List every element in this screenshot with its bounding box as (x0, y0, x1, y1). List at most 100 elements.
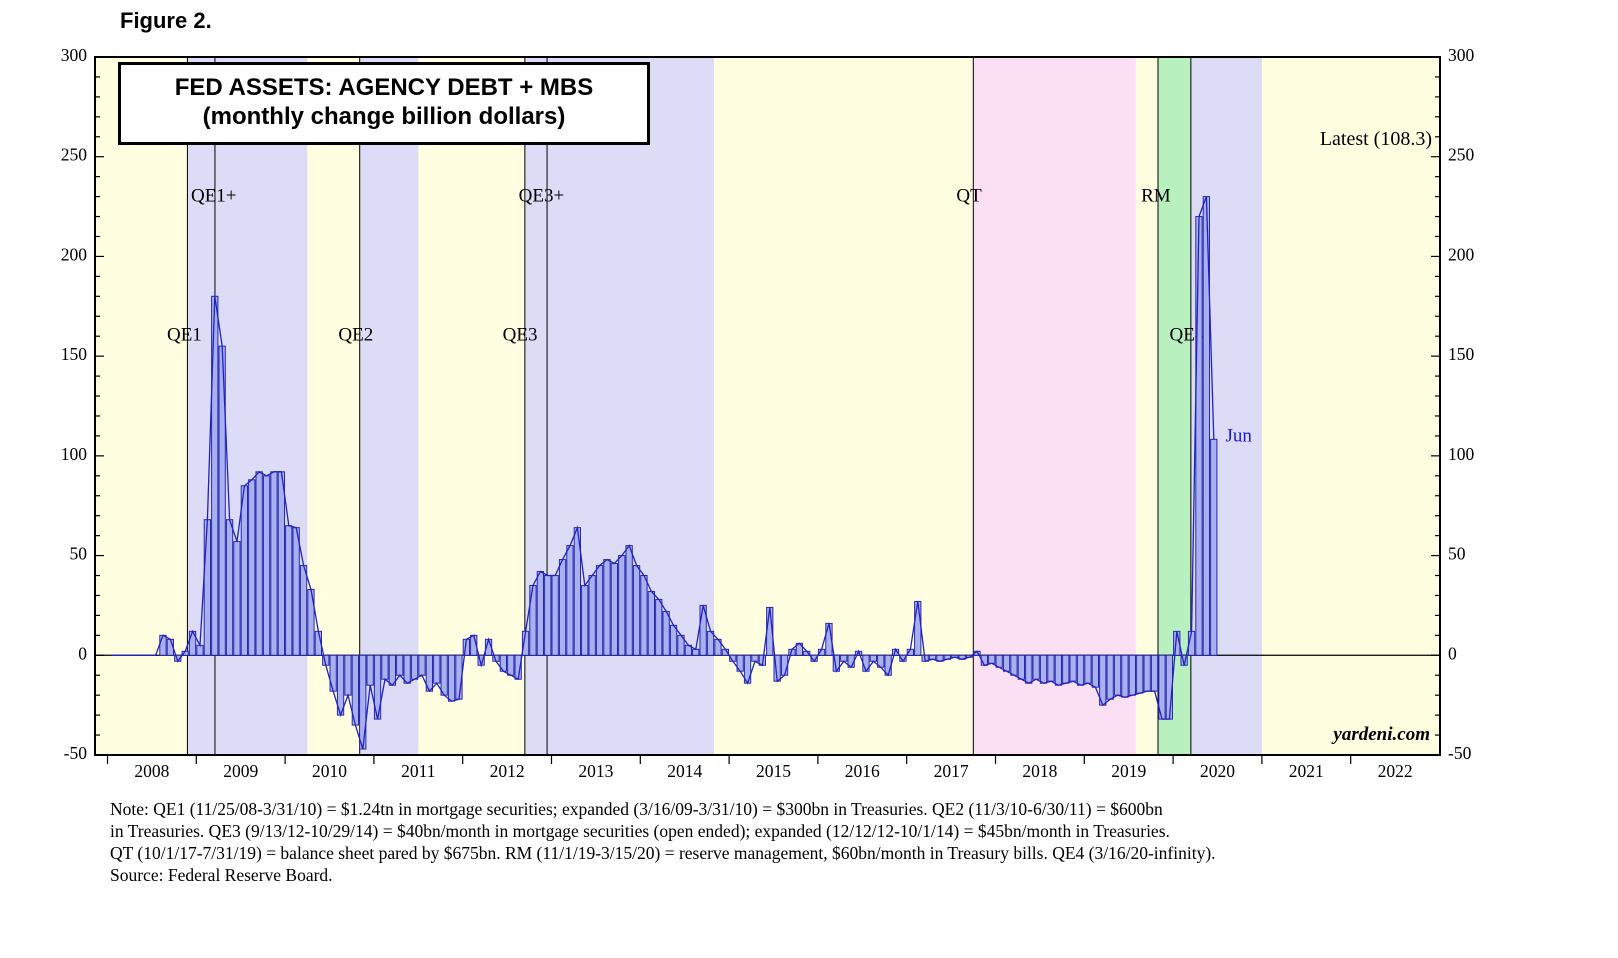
bar (410, 654, 419, 680)
note-line-3: QT (10/1/17-7/31/19) = balance sheet par… (110, 843, 1216, 863)
x-axis-label: 2009 (223, 761, 258, 781)
bar (1010, 654, 1018, 676)
bar (869, 654, 878, 662)
x-axis-label: 2015 (756, 761, 791, 781)
chart-title-box: FED ASSETS: AGENCY DEBT + MBS (monthly c… (118, 62, 650, 145)
bar (1210, 438, 1218, 656)
bar (292, 527, 300, 656)
x-axis-label: 2018 (1022, 761, 1057, 781)
bar (255, 471, 263, 656)
bar (603, 559, 611, 656)
x-axis-label: 2011 (401, 761, 435, 781)
bar (329, 654, 337, 692)
y-axis-label-right: 200 (1448, 244, 1475, 264)
bar (1099, 654, 1107, 706)
y-axis-label-left: 100 (61, 444, 88, 464)
bar (1002, 654, 1011, 672)
bar (262, 475, 271, 656)
y-axis-label-left: 250 (61, 145, 88, 165)
y-axis-label-right: 150 (1448, 344, 1475, 364)
y-axis-label-right: 300 (1448, 45, 1475, 65)
bar (655, 598, 663, 656)
bar (159, 634, 167, 656)
chart-notes: Note: QE1 (11/25/08-3/31/10) = $1.24tn i… (110, 798, 1540, 886)
bar (1069, 654, 1077, 682)
bar (1054, 654, 1062, 686)
x-axis-label: 2008 (134, 761, 169, 781)
bar (270, 471, 278, 656)
x-axis-label: 2012 (490, 761, 525, 781)
bar (366, 654, 374, 686)
bar (1084, 654, 1092, 684)
bar (225, 519, 234, 656)
y-axis-label-left: 300 (61, 45, 88, 65)
y-axis-label-right: 250 (1448, 145, 1475, 165)
y-axis-label-left: 50 (70, 544, 88, 564)
plot-frame (94, 56, 1441, 756)
bar (595, 565, 604, 656)
bar (388, 654, 397, 686)
note-line-2: in Treasuries. QE3 (9/13/12-10/29/14) = … (110, 821, 1170, 841)
annotation-rm: RM (1141, 185, 1171, 206)
chart-title-line1: FED ASSETS: AGENCY DEBT + MBS (174, 74, 594, 101)
latest-value-label: Latest (108.3) (1320, 128, 1432, 150)
bar (581, 584, 589, 656)
bar (780, 654, 789, 676)
band-qe4 (1190, 57, 1262, 755)
bar (1032, 654, 1040, 680)
bar (1195, 216, 1203, 656)
bar (1106, 654, 1114, 700)
bar (536, 571, 545, 656)
bar (551, 575, 559, 656)
bar (447, 654, 456, 702)
bar (1150, 654, 1159, 692)
bar (403, 654, 411, 684)
note-line-4: Source: Federal Reserve Board. (110, 865, 333, 885)
bar (418, 654, 426, 676)
bar (1091, 654, 1099, 688)
chart-title-line2: (monthly change billion dollars) (202, 102, 566, 130)
bar (618, 555, 626, 656)
bar (433, 654, 441, 684)
bar (588, 575, 596, 656)
annotation-qe2: QE2 (338, 324, 373, 345)
bar (285, 525, 293, 656)
bar (1128, 654, 1136, 696)
annotation-qe1: QE1 (167, 324, 202, 345)
x-axis-label: 2016 (845, 761, 880, 781)
band-qe2 (359, 57, 419, 755)
bar (566, 545, 574, 656)
bar (381, 654, 389, 680)
y-axis-label-right: 50 (1448, 544, 1466, 564)
x-axis-label: 2020 (1200, 761, 1235, 781)
y-axis-label-left: -50 (64, 743, 88, 763)
bar (1136, 654, 1144, 694)
bar (396, 654, 404, 676)
band-qt (973, 57, 1136, 755)
annotation-jun: Jun (1225, 425, 1252, 446)
bar (1076, 654, 1085, 686)
bar (203, 519, 211, 656)
annotation-qe3plus: QE3+ (519, 185, 565, 206)
note-line-1: Note: QE1 (11/25/08-3/31/10) = $1.24tn i… (110, 799, 1163, 819)
bar (196, 644, 204, 656)
x-axis-label: 2017 (934, 761, 969, 781)
annotation-qe3: QE3 (503, 324, 538, 345)
bar (988, 654, 996, 664)
bar (840, 654, 848, 662)
bar (440, 654, 448, 696)
y-axis-label-right: 0 (1448, 643, 1457, 663)
x-axis-label: 2021 (1289, 761, 1324, 781)
bar (240, 485, 248, 656)
bar (558, 559, 567, 656)
bar (692, 648, 700, 656)
bar (751, 654, 759, 662)
x-axis-label: 2019 (1111, 761, 1146, 781)
bar (1121, 654, 1129, 698)
bar (1143, 654, 1151, 692)
bar (1113, 654, 1122, 696)
annotation-qe1plus: QE1+ (191, 185, 237, 206)
bar (669, 624, 678, 656)
bar (1039, 654, 1048, 684)
